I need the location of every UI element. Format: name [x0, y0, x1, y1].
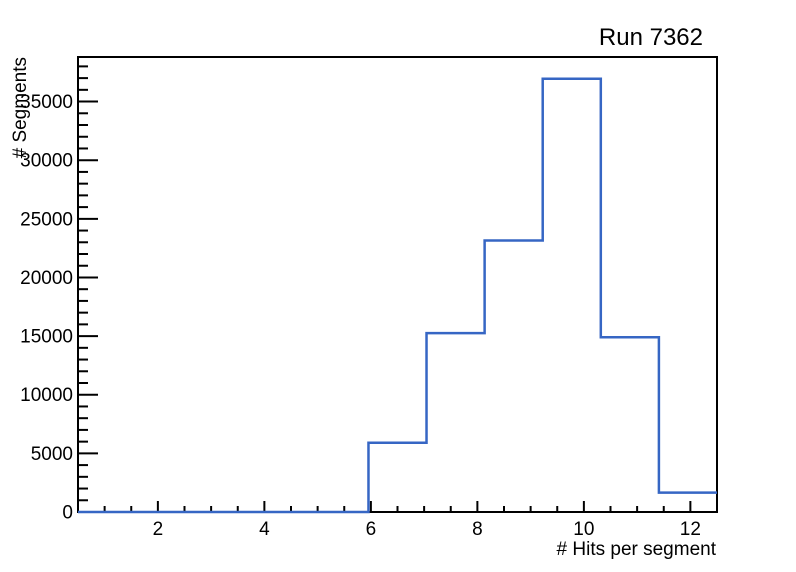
y-tick-label: 5000 [31, 444, 73, 465]
histogram-step-line [78, 77, 717, 514]
x-tick-label: 6 [366, 519, 377, 540]
chart-title: Run 7362 [599, 24, 703, 51]
axis-ticks [78, 65, 692, 513]
y-tick-label: 0 [62, 503, 73, 524]
y-tick-label: 10000 [20, 385, 73, 406]
y-axis-title: # Segments [10, 57, 31, 158]
x-tick-label: 8 [472, 519, 483, 540]
x-tick-label: 10 [573, 519, 594, 540]
y-tick-label: 15000 [20, 327, 73, 348]
x-axis-title: # Hits per segment [557, 539, 717, 560]
y-tick-label: 25000 [20, 209, 73, 230]
x-tick-label: 12 [680, 519, 701, 540]
y-tick-label: 35000 [20, 92, 73, 113]
x-tick-label: 4 [259, 519, 270, 540]
y-tick-label: 30000 [20, 151, 73, 172]
x-tick-label: 2 [153, 519, 164, 540]
plot-frame [77, 56, 718, 513]
y-tick-label: 20000 [20, 268, 73, 289]
axis-tick-labels: 2 4 6 8 10 12 0 5000 10000 15000 20000 25000 30000 35… [20, 92, 701, 540]
